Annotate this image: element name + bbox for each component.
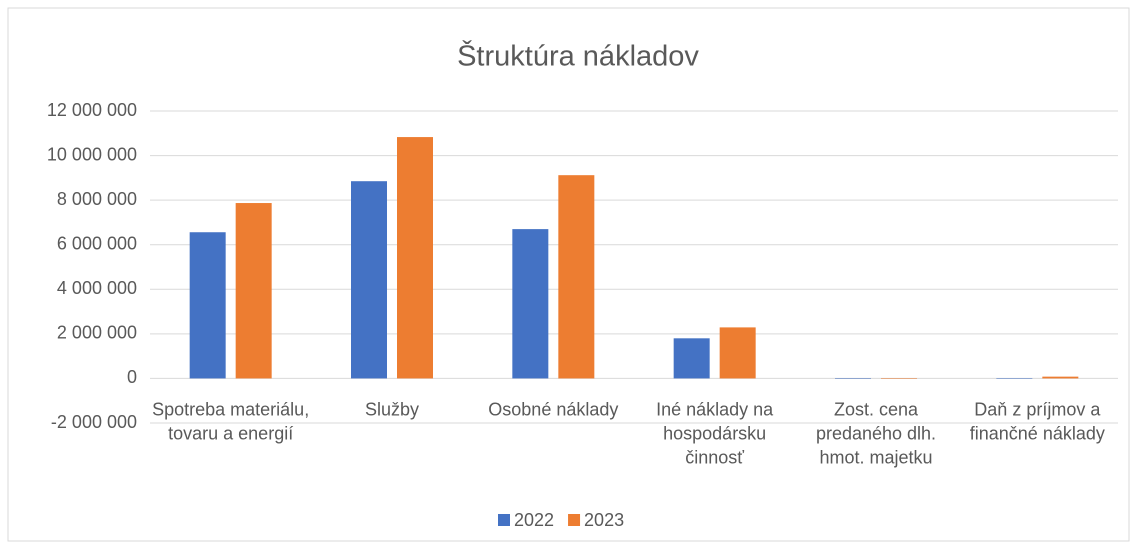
- bar: [881, 378, 917, 379]
- y-tick-label: 10 000 000: [47, 144, 137, 164]
- y-tick-label: 6 000 000: [57, 233, 137, 253]
- legend-label: 2023: [584, 510, 624, 530]
- y-tick-label: 4 000 000: [57, 278, 137, 298]
- bar: [189, 232, 226, 379]
- bar: [397, 137, 433, 379]
- bar: [719, 327, 756, 379]
- x-tick-label: Osobné náklady: [488, 399, 618, 419]
- x-tick-label: Zost. cena predaného dlh. hmot. majetku: [816, 399, 936, 467]
- y-tick-label: 8 000 000: [57, 189, 137, 209]
- y-tick-label: 0: [127, 367, 137, 387]
- bar: [512, 229, 549, 379]
- bar: [351, 181, 387, 379]
- bar: [996, 378, 1033, 379]
- legend-label: 2022: [514, 510, 554, 530]
- bar: [558, 175, 595, 379]
- bar: [673, 338, 710, 379]
- bar: [1042, 376, 1079, 379]
- bar: [235, 203, 272, 379]
- legend-swatch: [568, 514, 581, 526]
- bar: [835, 378, 871, 379]
- x-tick-label: Spotreba materiálu, tovaru a energií: [152, 399, 309, 443]
- x-tick-label: Iné náklady na hospodársku činnosť: [656, 399, 774, 467]
- y-tick-label: 12 000 000: [47, 100, 137, 120]
- chart-title: Štruktúra nákladov: [457, 39, 699, 73]
- x-tick-label: Daň z príjmov a finančné náklady: [970, 399, 1105, 443]
- y-tick-label: -2 000 000: [51, 412, 137, 432]
- y-tick-label: 2 000 000: [57, 323, 137, 343]
- x-tick-label: Služby: [365, 399, 419, 419]
- legend-swatch: [498, 514, 510, 526]
